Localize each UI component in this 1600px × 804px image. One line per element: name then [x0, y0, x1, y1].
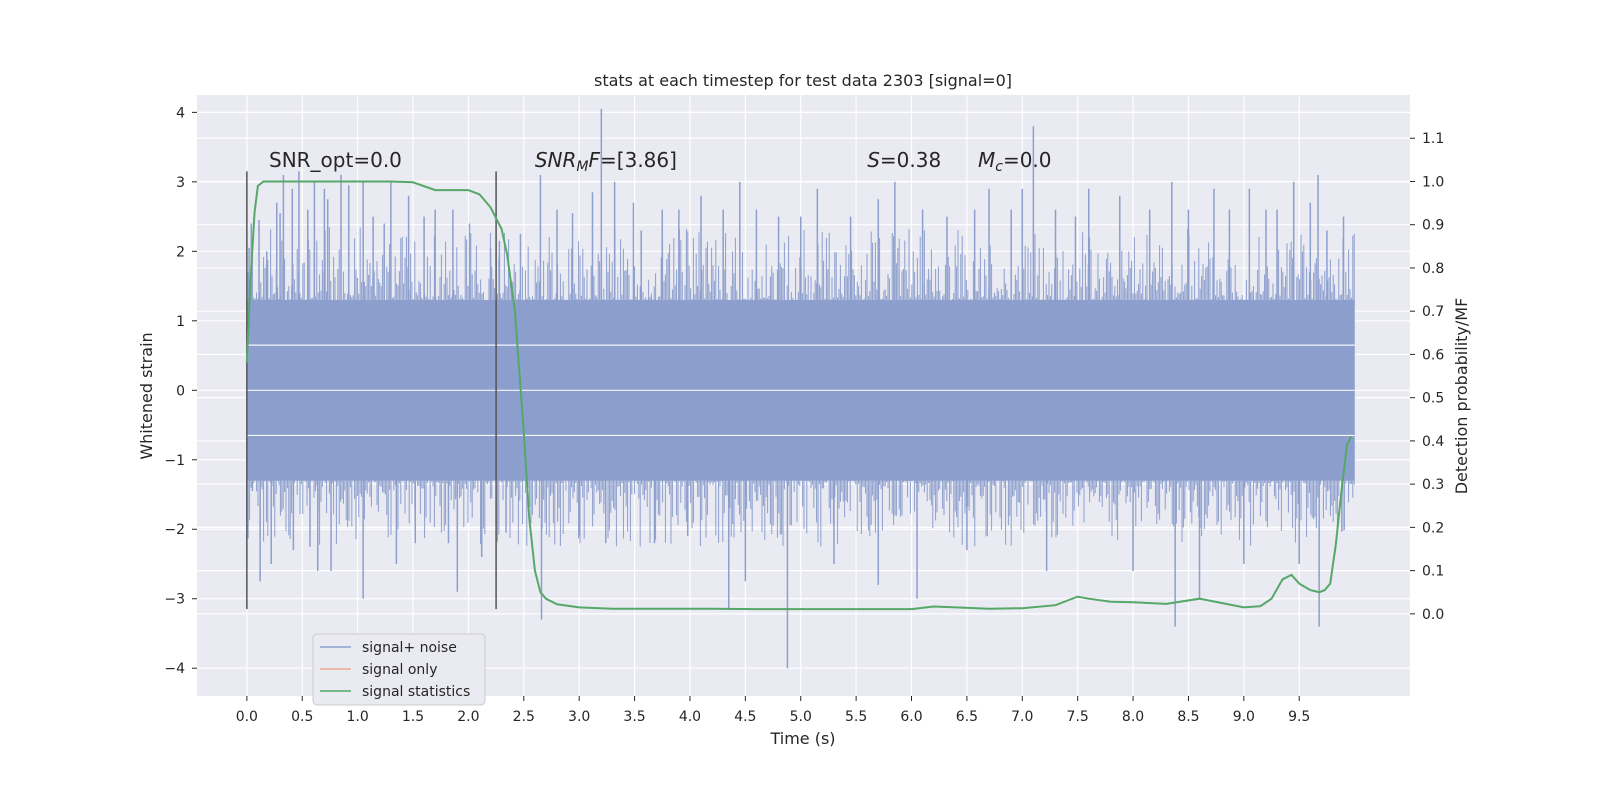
x-ticks: 0.0 0.5 1.0 1.5 2.0 2.5 3.0 3.5 4.0 4.5 5.0 5.5 6.0 6…: [236, 696, 1310, 725]
x-tick-label: 8.5: [1177, 709, 1199, 725]
x-tick-label: 9.5: [1288, 709, 1310, 725]
y2-tick-label: 1.1: [1422, 131, 1444, 147]
x-tick-label: 4.5: [734, 709, 756, 725]
snr-mf-annotation: SNRMF=[3.86]: [535, 148, 677, 175]
legend: signal+ noise signal only signal statist…: [312, 633, 486, 706]
x-tick-label: 4.0: [679, 709, 701, 725]
y2-tick-label: 0.4: [1422, 434, 1444, 450]
y2-tick-label: 0.0: [1422, 607, 1444, 623]
x-tick-label: 2.5: [513, 709, 535, 725]
y-tick-label: 2: [176, 244, 185, 260]
x-tick-label: 0.5: [291, 709, 313, 725]
y2-tick-label: 0.8: [1422, 261, 1444, 277]
y-tick-label: 3: [176, 175, 185, 191]
y2-tick-label: 0.1: [1422, 564, 1444, 580]
y2-tick-label: 0.7: [1422, 304, 1444, 320]
y-tick-label: 1: [176, 314, 185, 330]
x-tick-label: 6.5: [956, 709, 978, 725]
y2-tick-label: 1.0: [1422, 174, 1444, 190]
x-tick-label: 7.0: [1011, 709, 1033, 725]
x-tick-label: 3.0: [568, 709, 590, 725]
y2-tick-label: 0.5: [1422, 391, 1444, 407]
y-axis-label: Whitened strain: [137, 332, 156, 459]
legend-label-signal: signal only: [362, 662, 437, 678]
x-tick-label: 8.0: [1122, 709, 1144, 725]
legend-box: [312, 633, 486, 706]
y-tick-label: −3: [164, 592, 185, 608]
y-tick-label: 0: [176, 383, 185, 399]
y-tick-label: −4: [164, 661, 185, 677]
legend-label-noise: signal+ noise: [362, 640, 457, 656]
annotations: SNR_opt=0.0 SNRMF=[3.86] S=0.38 Mc=0.0: [269, 148, 1052, 175]
x-tick-label: 3.5: [623, 709, 645, 725]
y2-tick-label: 0.9: [1422, 218, 1444, 234]
y-ticks: −4 −3 −2 −1 0 1 2 3 4: [164, 105, 197, 677]
x-tick-label: 5.0: [790, 709, 812, 725]
x-tick-label: 1.0: [346, 709, 368, 725]
chirp-mass-annotation: Mc=0.0: [978, 148, 1052, 175]
snr-opt-annotation: SNR_opt=0.0: [269, 148, 402, 172]
y-tick-label: −1: [164, 453, 185, 469]
x-tick-label: 7.5: [1067, 709, 1089, 725]
statistics-line: [245, 180, 1353, 611]
noise-series-layer: [246, 108, 1355, 669]
x-tick-label: 9.0: [1233, 709, 1255, 725]
vertical-marker-lines: [246, 171, 497, 610]
statistics-series-layer: [245, 180, 1353, 611]
legend-label-statistics: signal statistics: [362, 684, 470, 700]
x-tick-label: 5.5: [845, 709, 867, 725]
x-axis-label: Time (s): [769, 729, 835, 748]
y2-tick-label: 0.3: [1422, 477, 1444, 493]
x-tick-label: 6.0: [900, 709, 922, 725]
chart-title: stats at each timestep for test data 230…: [594, 71, 1012, 90]
s-statistic-annotation: S=0.38: [867, 148, 941, 172]
y2-ticks: 0.0 0.1 0.2 0.3 0.4 0.5 0.6 0.7 0.8 0.9 1.0 1.1: [1410, 131, 1444, 623]
y2-tick-label: 0.6: [1422, 347, 1444, 363]
y2-tick-label: 0.2: [1422, 520, 1444, 536]
y-tick-label: 4: [176, 105, 185, 121]
y2-axis-label: Detection probability/MF: [1452, 298, 1471, 495]
x-tick-label: 0.0: [236, 709, 258, 725]
y-tick-label: −2: [164, 522, 185, 538]
x-tick-label: 2.0: [457, 709, 479, 725]
x-tick-label: 1.5: [402, 709, 424, 725]
